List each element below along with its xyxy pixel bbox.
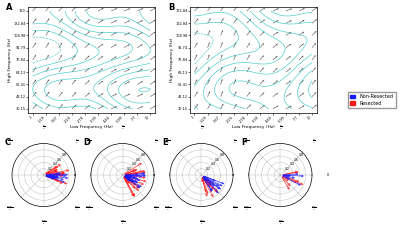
Text: E: E [162,138,168,147]
Legend: Non-Resected, Resected: Non-Resected, Resected [348,92,396,108]
Y-axis label: High Frequency (Hz): High Frequency (Hz) [8,38,12,82]
Text: C: C [4,138,10,147]
Y-axis label: High Frequency (Hz): High Frequency (Hz) [170,38,174,82]
X-axis label: Low Frequency (Hz): Low Frequency (Hz) [232,125,275,129]
Text: A: A [6,3,13,12]
X-axis label: Low Frequency (Hz): Low Frequency (Hz) [70,125,113,129]
Text: B: B [168,3,174,12]
Text: F: F [241,138,247,147]
Text: D: D [83,138,90,147]
